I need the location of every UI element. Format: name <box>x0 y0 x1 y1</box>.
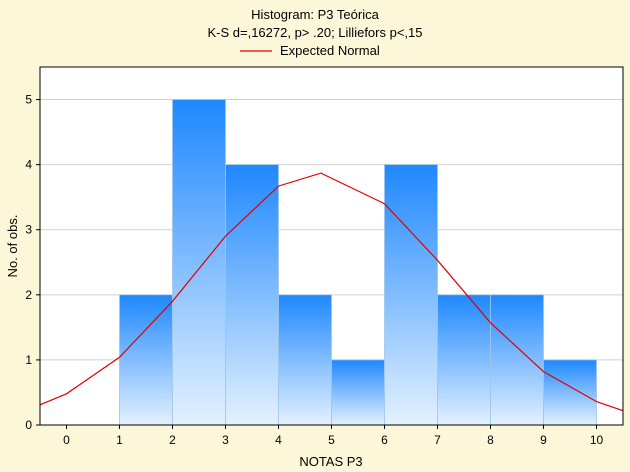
x-tick-label-2: 2 <box>169 433 176 447</box>
y-tick-label-2: 2 <box>25 288 32 302</box>
bar-7-8 <box>437 294 491 426</box>
y-tick-label-5: 5 <box>25 93 32 107</box>
legend-label: Expected Normal <box>280 43 380 58</box>
x-tick-label-7: 7 <box>434 433 441 447</box>
bar-8-9 <box>490 294 544 426</box>
y-axis-label: No. of obs. <box>5 215 20 278</box>
chart-subtitle: K-S d=,16272, p> .20; Lilliefors p<,15 <box>207 25 422 40</box>
x-tick-label-6: 6 <box>381 433 388 447</box>
y-tick-label-0: 0 <box>25 418 32 432</box>
bar-3-4 <box>225 164 279 426</box>
bar-2-3 <box>172 99 226 426</box>
x-tick-label-8: 8 <box>487 433 494 447</box>
y-tick-label-3: 3 <box>25 223 32 237</box>
expected-normal-curve <box>39 172 624 412</box>
bar-9-10 <box>543 359 597 426</box>
x-tick-label-4: 4 <box>275 433 282 447</box>
x-tick-label-9: 9 <box>540 433 547 447</box>
bar-6-7 <box>384 164 438 426</box>
chart-title: Histogram: P3 Teórica <box>251 7 379 22</box>
bar-5-6 <box>331 359 385 426</box>
bar-4-5 <box>278 294 332 426</box>
x-tick-label-0: 0 <box>63 433 70 447</box>
y-axis-ticks: 0 1 2 3 4 5 <box>25 93 40 432</box>
bar-1-2 <box>119 294 173 426</box>
legend: Expected Normal <box>240 43 380 58</box>
x-axis-label: NOTAS P3 <box>299 454 362 469</box>
x-axis-ticks: 0 1 2 3 4 5 6 7 8 9 10 <box>63 425 603 447</box>
x-tick-label-5: 5 <box>328 433 335 447</box>
x-tick-label-1: 1 <box>116 433 123 447</box>
y-tick-label-4: 4 <box>25 158 32 172</box>
x-tick-label-10: 10 <box>590 433 604 447</box>
x-tick-label-3: 3 <box>222 433 229 447</box>
y-tick-label-1: 1 <box>25 353 32 367</box>
